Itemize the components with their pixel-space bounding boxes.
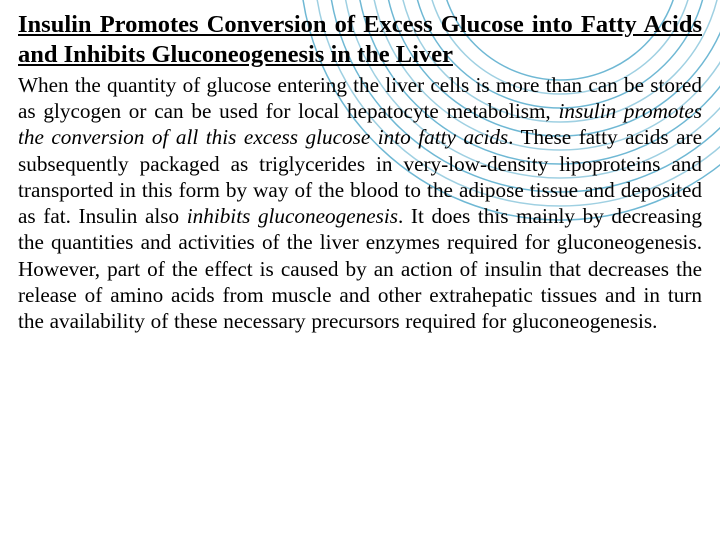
- slide-body: When the quantity of glucose entering th…: [18, 72, 702, 335]
- slide-content: Insulin Promotes Conversion of Excess Gl…: [0, 0, 720, 347]
- slide-heading: Insulin Promotes Conversion of Excess Gl…: [18, 10, 702, 70]
